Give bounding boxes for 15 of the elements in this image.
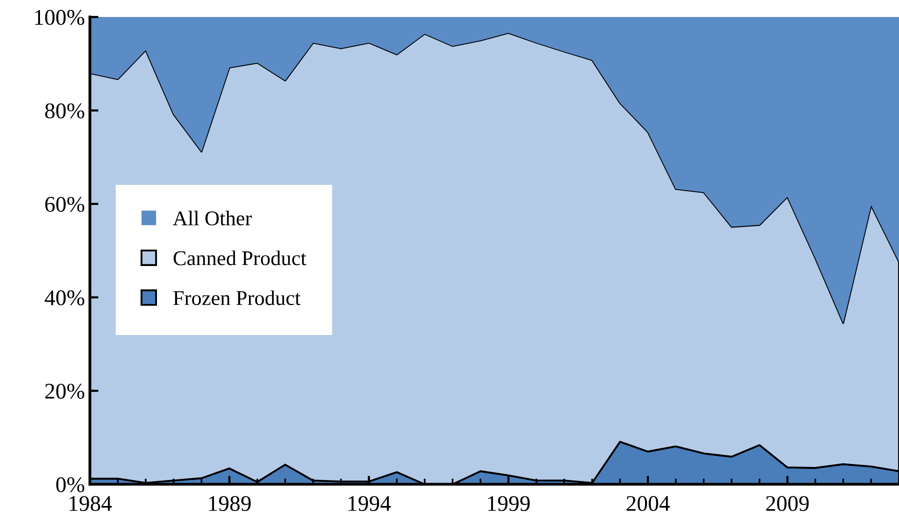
legend-label: All Other bbox=[172, 210, 252, 226]
y-tick-label: 60% bbox=[45, 196, 84, 212]
y-tick-label: 0% bbox=[56, 477, 84, 492]
x-tick-label: 1984 bbox=[70, 496, 112, 512]
x-tick-label: 1999 bbox=[488, 496, 530, 512]
x-tick-label: 1994 bbox=[348, 496, 391, 512]
y-tick-label: 20% bbox=[45, 384, 84, 399]
y-tick-label: 100% bbox=[35, 10, 84, 25]
x-tick-label: 2009 bbox=[766, 496, 809, 512]
y-tick-label: 40% bbox=[44, 290, 84, 306]
x-tick-label: 1989 bbox=[209, 496, 251, 512]
y-tick-label: 80% bbox=[45, 103, 84, 118]
legend-label: Canned Product bbox=[174, 250, 306, 266]
legend-label: Frozen Product bbox=[173, 290, 300, 306]
x-tick-label: 2004 bbox=[626, 496, 670, 512]
